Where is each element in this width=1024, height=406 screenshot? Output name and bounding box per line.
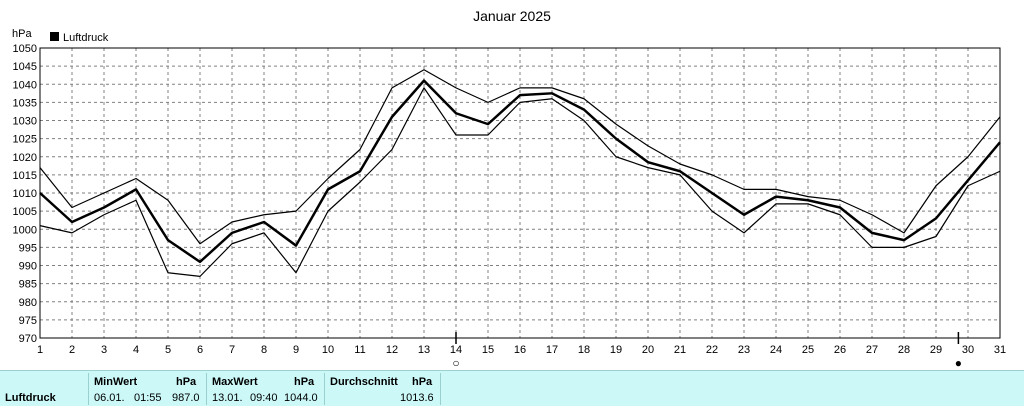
x-tick-label: 10 [322,344,334,356]
x-tick-label: 25 [802,344,814,356]
legend-label: Luftdruck [63,32,109,44]
x-tick-label: 5 [165,344,171,356]
max-date: 13.01. [212,392,243,404]
x-tick-label: 14 [450,344,462,356]
x-tick-label: 1 [37,344,43,356]
min-time: 01:55 [134,392,162,404]
y-tick-label: 1050 [13,43,37,55]
x-tick-label: 31 [994,344,1006,356]
avg-header: Durchschnitt [330,376,398,388]
y-tick-label: 970 [19,333,37,345]
y-tick-labels: 970 975 980 985 990 995 1000 1005 1010 1015 1020 10… [13,43,37,345]
grid [40,48,1000,338]
footer-separator [88,373,89,405]
x-tick-label: 27 [866,344,878,356]
x-tick-label: 4 [133,344,139,356]
series-line-luftdruck [39,79,1001,264]
footer-label: Luftdruck [5,392,56,404]
x-tick-label: 3 [101,344,107,356]
series-lines [39,69,1001,277]
y-tick-label: 990 [19,261,37,273]
moon-phase-icon: ● [955,356,962,370]
x-tick-label: 15 [482,344,494,356]
min-header: MinWert [94,376,138,388]
max-time: 09:40 [250,392,278,404]
y-tick-label: 975 [19,315,37,327]
y-tick-label: 985 [19,279,37,291]
y-tick-label: 1045 [13,61,37,73]
x-tick-label: 24 [770,344,782,356]
x-tick-label: 28 [898,344,910,356]
x-tick-label: 29 [930,344,942,356]
y-tick-label: 1015 [13,170,37,182]
min-value: 987.0 [172,392,200,404]
x-tick-label: 18 [578,344,590,356]
y-tick-label: 980 [19,297,37,309]
stats-footer: Luftdruck MinWert hPa 06.01. 01:55 987.0… [0,370,1024,406]
footer-separator [324,373,325,405]
y-tick-label: 1030 [13,116,37,128]
legend-swatch [50,32,59,41]
series-line-envelope [39,69,1001,245]
y-axis-label: hPa [12,28,32,40]
x-tick-label: 17 [546,344,558,356]
y-tick-label: 1000 [13,224,37,236]
x-tick-label: 30 [962,344,974,356]
chart-title: Januar 2025 [473,8,551,24]
max-unit: hPa [294,376,315,388]
max-value: 1044.0 [284,392,318,404]
y-tick-label: 1040 [13,79,37,91]
x-tick-label: 26 [834,344,846,356]
footer-separator [440,373,441,405]
series-line-envelope [39,87,1001,277]
max-header: MaxWert [212,376,258,388]
avg-value: 1013.6 [400,392,434,404]
avg-unit: hPa [412,376,433,388]
moon-phase-icon: ○ [452,356,459,370]
x-tick-label: 6 [197,344,203,356]
y-tick-label: 1025 [13,134,37,146]
x-tick-label: 2 [69,344,75,356]
x-tick-label: 11 [354,344,365,356]
min-date: 06.01. [94,392,125,404]
y-tick-label: 995 [19,242,37,254]
x-tick-label: 9 [293,344,299,356]
x-tick-label: 7 [229,344,235,356]
x-tick-label: 13 [418,344,430,356]
pressure-chart: Januar 2025 hPa Luftdruck 97097598098599… [12,8,1006,370]
x-tick-label: 21 [674,344,686,356]
y-tick-label: 1035 [13,97,37,109]
x-tick-label: 16 [514,344,526,356]
y-tick-label: 1005 [13,206,37,218]
x-tick-label: 20 [642,344,654,356]
x-tick-labels: 1 2 3 4 5 6 7 8 9 10 11 12 13 14 15 16 17 18 19 20 21 22 23 24 2… [37,344,1006,356]
plot-frame [39,47,1001,339]
y-tick-label: 1020 [13,152,37,164]
x-tick-label: 19 [610,344,622,356]
y-tick-label: 1010 [13,188,37,200]
x-tick-label: 23 [738,344,750,356]
x-tick-label: 8 [261,344,267,356]
footer-separator [206,373,207,405]
x-tick-label: 22 [706,344,718,356]
min-unit: hPa [176,376,197,388]
x-tick-label: 12 [386,344,398,356]
